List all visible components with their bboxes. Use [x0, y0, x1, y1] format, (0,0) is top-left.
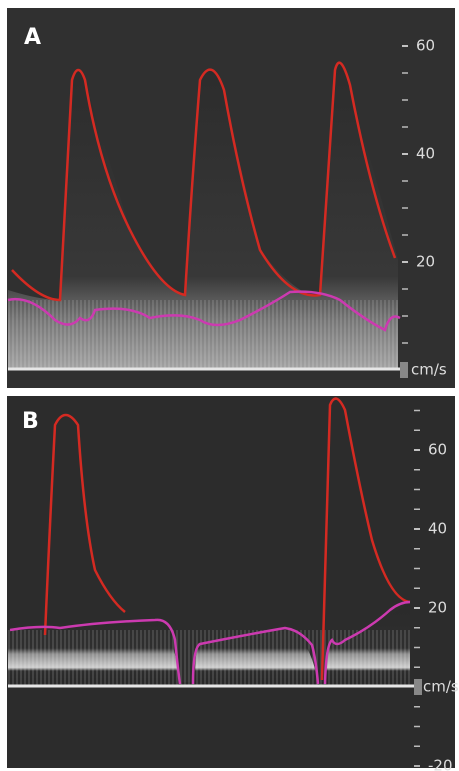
- tick-label: 40: [428, 520, 447, 538]
- tick-label: 20: [428, 599, 447, 617]
- panel-background: [7, 396, 455, 768]
- unit-marker: [414, 679, 422, 695]
- peak-trace: [11, 61, 397, 302]
- tick-label: 60: [428, 441, 447, 459]
- unit-label: cm/s: [411, 361, 447, 379]
- mean-trace: [7, 290, 401, 332]
- unit-marker: [400, 362, 408, 378]
- tick-label: 40: [416, 145, 435, 163]
- panel-label: B: [22, 409, 39, 434]
- unit-label: cm/s: [423, 678, 459, 696]
- mean-trace: [323, 600, 411, 685]
- tick-label: -20: [428, 757, 453, 771]
- mean-trace: [9, 618, 182, 685]
- tick-label: 60: [416, 37, 435, 55]
- panel-a: A cm/s: [7, 8, 455, 388]
- peak-trace: [320, 397, 411, 681]
- spectrum-texture: [8, 300, 400, 368]
- panel-label: A: [24, 25, 41, 50]
- panel-b: B cm/s: [7, 396, 459, 768]
- tick-label: 20: [416, 253, 435, 271]
- spectrum-texture: [8, 630, 410, 686]
- axes: 60 40 20 60 40 20 -20: [402, 37, 453, 771]
- peak-trace: [43, 413, 126, 636]
- mean-trace: [191, 626, 320, 685]
